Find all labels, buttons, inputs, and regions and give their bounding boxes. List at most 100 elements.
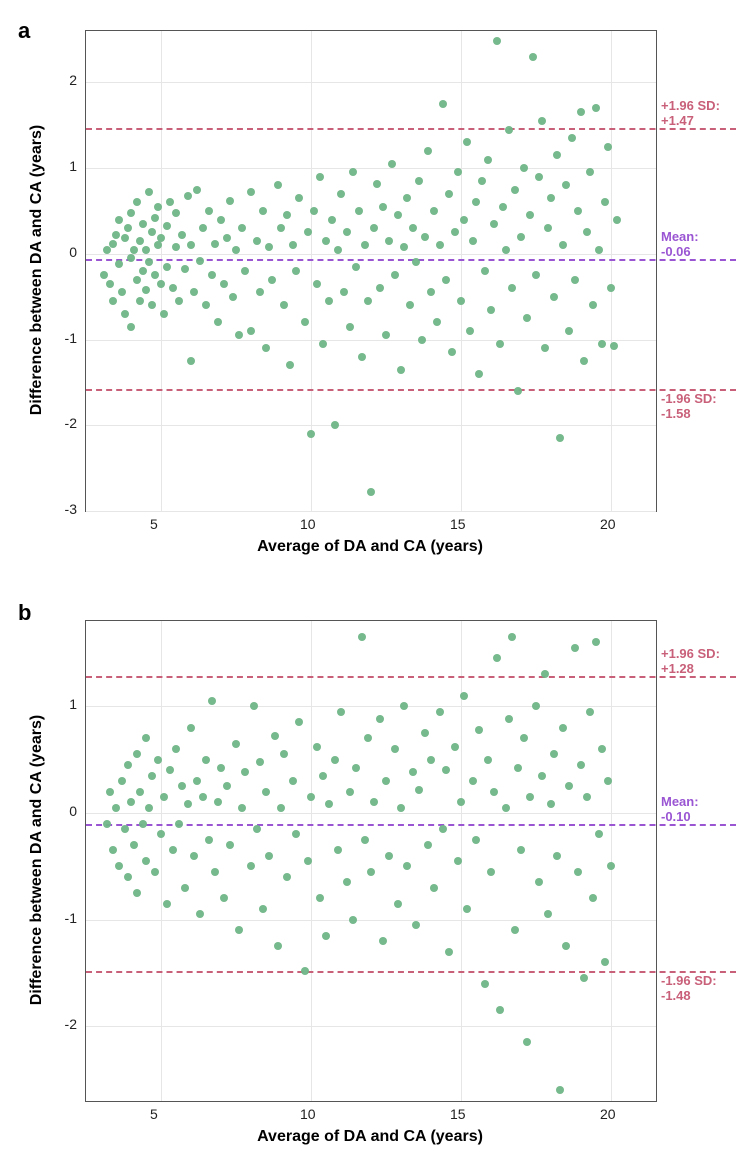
scatter-point bbox=[502, 246, 510, 254]
x-tick-label: 10 bbox=[300, 516, 316, 532]
scatter-point bbox=[382, 777, 390, 785]
scatter-point bbox=[370, 798, 378, 806]
y-tick-label: 1 bbox=[69, 158, 77, 174]
scatter-point bbox=[127, 323, 135, 331]
x-axis-label: Average of DA and CA (years) bbox=[85, 538, 655, 556]
scatter-point bbox=[427, 288, 435, 296]
scatter-point bbox=[580, 974, 588, 982]
scatter-point bbox=[343, 878, 351, 886]
scatter-point bbox=[595, 830, 603, 838]
scatter-point bbox=[139, 820, 147, 828]
scatter-point bbox=[142, 734, 150, 742]
scatter-point bbox=[196, 910, 204, 918]
scatter-point bbox=[202, 301, 210, 309]
scatter-point bbox=[193, 777, 201, 785]
scatter-point bbox=[118, 288, 126, 296]
scatter-point bbox=[445, 190, 453, 198]
scatter-point bbox=[469, 237, 477, 245]
scatter-point bbox=[319, 772, 327, 780]
scatter-point bbox=[412, 921, 420, 929]
scatter-point bbox=[208, 697, 216, 705]
scatter-point bbox=[481, 267, 489, 275]
scatter-point bbox=[178, 782, 186, 790]
scatter-point bbox=[472, 198, 480, 206]
scatter-point bbox=[484, 756, 492, 764]
scatter-point bbox=[109, 240, 117, 248]
y-grid bbox=[86, 254, 656, 255]
x-grid bbox=[161, 621, 162, 1101]
scatter-point bbox=[580, 357, 588, 365]
scatter-point bbox=[121, 310, 129, 318]
scatter-point bbox=[601, 198, 609, 206]
scatter-point bbox=[235, 331, 243, 339]
scatter-point bbox=[259, 905, 267, 913]
scatter-point bbox=[265, 243, 273, 251]
y-tick-label: -2 bbox=[65, 1016, 77, 1032]
panel-a: a5101520-3-2-1012+1.96 SD: +1.47Mean: -0… bbox=[0, 10, 754, 570]
y-grid bbox=[86, 1026, 656, 1027]
scatter-point bbox=[109, 846, 117, 854]
scatter-point bbox=[208, 271, 216, 279]
scatter-point bbox=[394, 900, 402, 908]
scatter-point bbox=[472, 836, 480, 844]
scatter-point bbox=[190, 852, 198, 860]
scatter-point bbox=[517, 233, 525, 241]
scatter-point bbox=[115, 216, 123, 224]
scatter-point bbox=[367, 488, 375, 496]
scatter-point bbox=[256, 288, 264, 296]
sd-lower-line bbox=[86, 971, 736, 973]
scatter-point bbox=[172, 745, 180, 753]
scatter-point bbox=[397, 804, 405, 812]
scatter-point bbox=[334, 246, 342, 254]
scatter-point bbox=[232, 740, 240, 748]
y-tick-label: 1 bbox=[69, 696, 77, 712]
scatter-point bbox=[589, 894, 597, 902]
scatter-point bbox=[379, 203, 387, 211]
scatter-point bbox=[145, 188, 153, 196]
sd-upper-annot: +1.96 SD: +1.28 bbox=[661, 647, 720, 677]
scatter-point bbox=[181, 265, 189, 273]
sd-lower-annot: -1.96 SD: -1.58 bbox=[661, 392, 717, 422]
scatter-point bbox=[553, 151, 561, 159]
scatter-point bbox=[304, 228, 312, 236]
scatter-point bbox=[529, 53, 537, 61]
scatter-point bbox=[151, 214, 159, 222]
scatter-point bbox=[445, 948, 453, 956]
scatter-point bbox=[496, 340, 504, 348]
scatter-point bbox=[250, 702, 258, 710]
scatter-point bbox=[517, 846, 525, 854]
scatter-point bbox=[133, 198, 141, 206]
scatter-point bbox=[205, 207, 213, 215]
scatter-point bbox=[112, 804, 120, 812]
scatter-point bbox=[100, 271, 108, 279]
sd-upper-line bbox=[86, 128, 736, 130]
scatter-point bbox=[139, 267, 147, 275]
scatter-point bbox=[367, 868, 375, 876]
scatter-point bbox=[592, 638, 600, 646]
x-tick-label: 20 bbox=[600, 516, 616, 532]
scatter-point bbox=[274, 181, 282, 189]
scatter-point bbox=[565, 327, 573, 335]
sd-lower-line bbox=[86, 389, 736, 391]
scatter-point bbox=[295, 194, 303, 202]
scatter-point bbox=[169, 846, 177, 854]
scatter-point bbox=[550, 293, 558, 301]
scatter-point bbox=[406, 301, 414, 309]
scatter-point bbox=[232, 246, 240, 254]
scatter-point bbox=[556, 1086, 564, 1094]
scatter-point bbox=[271, 732, 279, 740]
scatter-point bbox=[346, 323, 354, 331]
scatter-point bbox=[187, 241, 195, 249]
scatter-point bbox=[199, 224, 207, 232]
scatter-point bbox=[544, 224, 552, 232]
scatter-point bbox=[583, 793, 591, 801]
scatter-point bbox=[241, 768, 249, 776]
scatter-point bbox=[454, 857, 462, 865]
y-tick-label: 2 bbox=[69, 72, 77, 88]
scatter-point bbox=[520, 734, 528, 742]
scatter-point bbox=[235, 926, 243, 934]
y-tick-label: 0 bbox=[69, 803, 77, 819]
scatter-point bbox=[424, 147, 432, 155]
scatter-point bbox=[559, 724, 567, 732]
scatter-point bbox=[400, 702, 408, 710]
